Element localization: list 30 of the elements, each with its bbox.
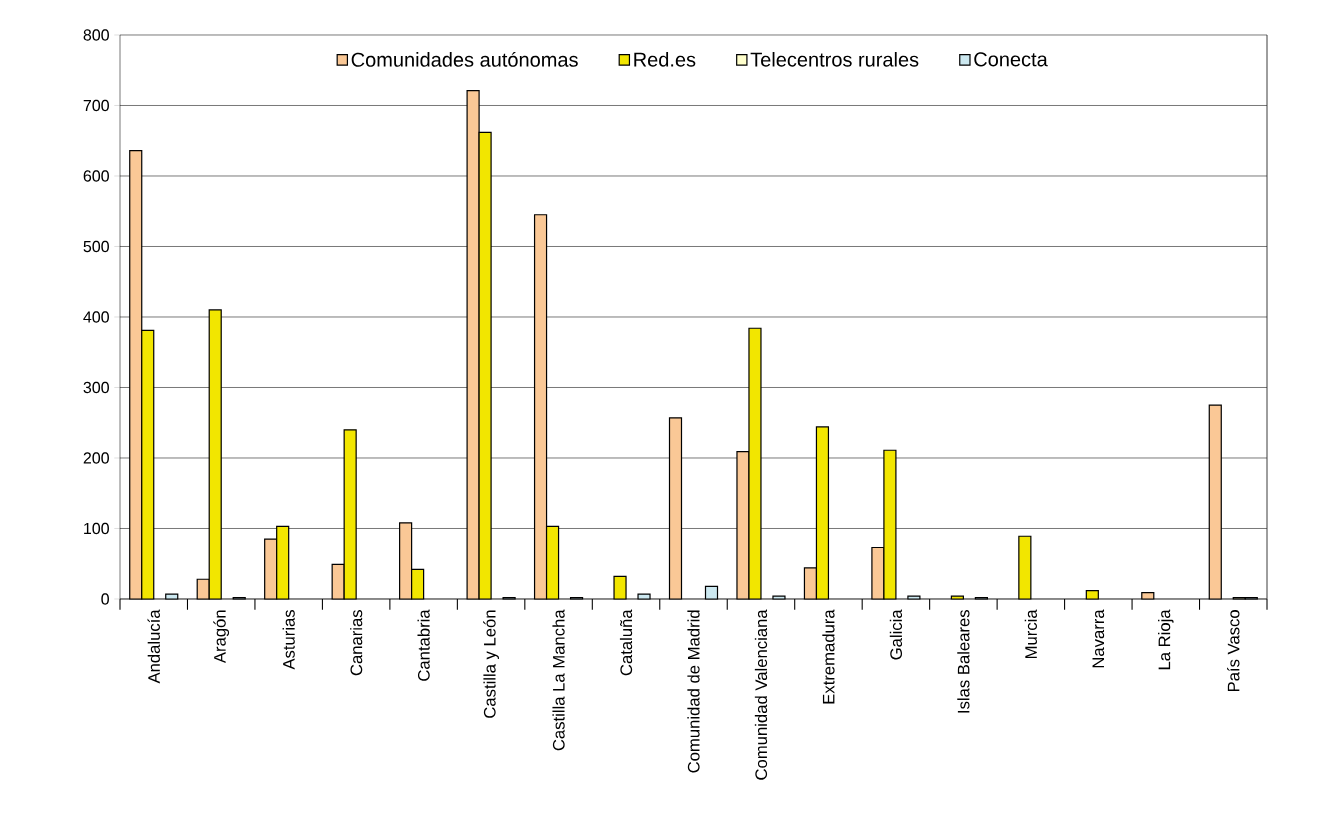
x-tick-label: Aragón [213,610,230,664]
y-tick-label: 0 [101,593,109,605]
y-tick-label: 200 [83,452,109,464]
x-tick-label: Asturias [282,609,295,670]
y-tick-label: 600 [83,170,109,182]
x-tick-label: Murcia [1024,609,1037,659]
y-tick-label: 500 [83,240,109,253]
x-tick-label: Cataluña [619,609,633,676]
x-tick-label: Islas Baleares [957,610,970,713]
x-tick-label: Comunidad de Madrid [687,610,700,773]
y-tick-label: 800 [83,29,109,41]
x-tick-label: Castilla y León [483,610,499,718]
x-tick-label: Castilla La Mancha [552,609,565,751]
x-tick-label: Extremadura [822,609,835,704]
x-tick-label: País Vasco [1227,610,1240,692]
y-tick-label: 100 [84,522,109,535]
x-tick-label: La Rioja [1158,609,1174,670]
legend-label: Red.es [634,51,696,67]
y-tick-label: 300 [83,381,109,394]
x-tick-label: Andalucía [147,609,160,684]
y-tick-label: 700 [83,99,109,112]
x-tick-label: Canarias [350,610,363,676]
x-tick-label: Navarra [1092,609,1105,668]
x-tick-label: Cantabria [417,609,430,681]
x-tick-label: Comunidad Valenciana [754,609,768,780]
legend-label: Conecta [974,52,1048,67]
y-tick-label: 400 [83,311,109,323]
legend-label: Comunidades autónomas [351,51,578,67]
x-tick-label: Galicia [889,609,903,660]
legend-label: Telecentros rurales [750,51,919,67]
